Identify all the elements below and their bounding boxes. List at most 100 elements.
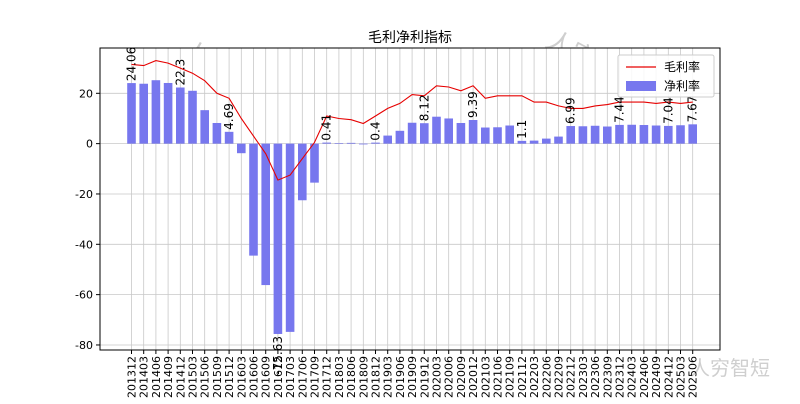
x-tick-label: 202312: [614, 356, 627, 398]
x-tick-label: 201712: [321, 356, 334, 398]
bar-net-margin-202412: [664, 125, 673, 144]
bar-net-margin-201603: [237, 143, 246, 154]
bar-net-margin-202403: [627, 124, 636, 144]
x-tick-label: 202403: [626, 356, 639, 398]
bar-net-margin-202209: [554, 136, 563, 144]
bar-net-margin-201912: [420, 123, 429, 144]
x-tick-label: 202306: [589, 356, 602, 398]
bar-series-net-margin: [127, 80, 697, 334]
bar-net-margin-201509: [212, 122, 222, 144]
watermark-text: 人穷智短: [690, 356, 770, 380]
bar-net-margin-201403: [139, 83, 148, 144]
bar-net-margin-201703: [285, 143, 295, 332]
bar-net-margin-202112: [517, 140, 527, 144]
plot-frame: [99, 47, 721, 351]
chart-title: 毛利净利指标: [368, 30, 452, 46]
bar-net-margin-201906: [395, 130, 405, 144]
x-tick-label: 201906: [394, 356, 407, 398]
x-tick-label: 201312: [126, 356, 139, 398]
x-tick-label: 201606: [248, 356, 261, 398]
legend-label-net-margin: 净利率: [664, 78, 700, 93]
x-tick-label: 201603: [235, 356, 248, 398]
bar-net-margin-202012: [468, 120, 478, 144]
x-tick-label: 201703: [284, 356, 297, 398]
bar-data-labels: 24.06 22.3 4.69 -75.63 0.41 0.4 8.12 9.39 1.1 6.9…: [125, 47, 700, 375]
x-tick-label: 201612: [272, 356, 285, 398]
bar-net-margin-202503: [676, 125, 685, 144]
x-tick-label: 202003: [431, 356, 444, 398]
bar-net-margin-201806: [346, 142, 356, 144]
bar-net-margin-201503: [188, 90, 197, 144]
bar-net-margin-201406: [151, 80, 161, 144]
y-tick-label: -40: [75, 238, 93, 251]
y-axis: 20 0 -20 -40 -60 -80: [75, 87, 100, 352]
bar-net-margin-202303: [578, 126, 588, 144]
bar-data-label: 4.69: [222, 103, 236, 130]
bar-net-margin-202506: [688, 124, 697, 144]
x-tick-label: 201409: [162, 356, 175, 398]
bar-net-margin-202406: [639, 125, 649, 144]
bar-net-margin-202409: [651, 125, 661, 144]
line-gross-margin: [131, 60, 693, 181]
bar-data-label: 7.67: [686, 96, 700, 123]
x-tick-label: 202012: [467, 356, 480, 398]
bar-data-label: 1.1: [515, 120, 529, 139]
x-tick-label: 201912: [418, 356, 431, 398]
bar-net-margin-201709: [310, 143, 319, 183]
x-tick-label: 201403: [138, 356, 151, 398]
bar-net-margin-201609: [261, 143, 270, 286]
x-tick-label: 202006: [443, 356, 456, 398]
x-tick-label: 202309: [601, 356, 614, 398]
x-tick-label: 201506: [199, 356, 212, 398]
bar-net-margin-202306: [590, 125, 600, 144]
bar-net-margin-202106: [493, 127, 502, 144]
x-tick-label: 201806: [345, 356, 358, 398]
x-tick-label: 201503: [187, 356, 200, 398]
x-tick-label: 201512: [223, 356, 236, 398]
bar-net-margin-202309: [603, 126, 612, 144]
bar-net-margin-202003: [432, 116, 441, 144]
bar-net-margin-202009: [456, 122, 466, 144]
bar-net-margin-201606: [249, 143, 258, 256]
bar-net-margin-201809: [359, 143, 368, 145]
bar-net-margin-201612: [273, 143, 283, 334]
bar-net-margin-201803: [334, 143, 344, 144]
bar-data-label: 8.12: [417, 94, 431, 121]
x-tick-label: 201412: [174, 356, 187, 398]
x-tick-label: 201812: [370, 356, 383, 398]
y-tick-label: -80: [75, 339, 93, 352]
x-tick-label: 201609: [260, 356, 273, 398]
x-tick-label: 202212: [565, 356, 578, 398]
legend-swatch-bar: [626, 81, 656, 91]
x-tick-label: 201406: [150, 356, 163, 398]
bar-data-label: 0.41: [320, 114, 334, 141]
x-axis: 201312 201403 201406 201409 201412 201503 2015…: [126, 350, 700, 398]
x-tick-label: 202303: [577, 356, 590, 398]
x-tick-label: 201809: [357, 356, 370, 398]
x-tick-label: 202109: [504, 356, 517, 398]
bar-data-label: 22.3: [173, 59, 187, 86]
bar-net-margin-201512: [224, 131, 234, 144]
x-tick-label: 201803: [333, 356, 346, 398]
bar-data-label: 7.04: [661, 97, 675, 124]
bar-data-label: 0.4: [369, 122, 383, 141]
x-tick-label: 202406: [638, 356, 651, 398]
bar-data-label: 6.99: [564, 97, 578, 124]
x-tick-label: 201903: [382, 356, 395, 398]
bar-net-margin-202109: [505, 125, 514, 144]
grid-lines: [100, 48, 720, 350]
x-tick-label: 202412: [662, 356, 675, 398]
plot-area: [100, 48, 720, 350]
bar-data-label: -75.63: [271, 336, 285, 375]
bar-net-margin-201312: [127, 83, 136, 144]
bar-net-margin-202212: [566, 126, 575, 144]
y-tick-label: -60: [75, 289, 93, 302]
x-tick-label: 202112: [516, 356, 529, 398]
x-tick-label: 202209: [553, 356, 566, 398]
legend-label-gross-margin: 毛利率: [664, 59, 700, 74]
x-tick-label: 202106: [492, 356, 505, 398]
x-tick-label: 201706: [296, 356, 309, 398]
